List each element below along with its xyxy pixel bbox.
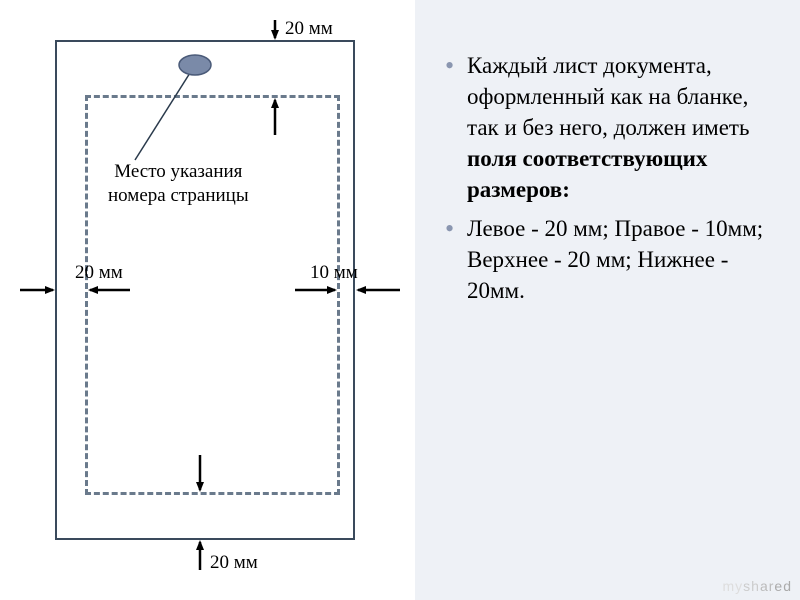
bullet1-plain: Каждый лист документа, оформленный как н…: [467, 53, 749, 140]
bullet-item-1: Каждый лист документа, оформленный как н…: [445, 50, 770, 205]
watermark: myshared: [723, 578, 793, 594]
page-number-label-line1: Место указания: [114, 161, 242, 182]
bullet1-bold: поля соответствующих размеров:: [467, 146, 707, 202]
pointer-line: [135, 65, 195, 160]
bullet-item-2: Левое - 20 мм; Правое - 10мм; Верхнее - …: [445, 213, 770, 306]
margins-diagram: 20 мм 20 мм 10 мм 20 мм Место указания н…: [0, 0, 415, 600]
page-number-label-line2: номера страницы: [108, 185, 249, 206]
margin-label-bottom: 20 мм: [210, 552, 258, 574]
margin-label-top: 20 мм: [285, 18, 333, 40]
text-panel: Каждый лист документа, оформленный как н…: [415, 0, 800, 600]
margin-label-left: 20 мм: [75, 262, 123, 284]
page-number-ellipse-icon: [179, 55, 211, 75]
page-number-label: Место указания номера страницы: [108, 160, 249, 208]
diagram-svg: [0, 0, 415, 600]
margin-label-right: 10 мм: [310, 262, 358, 284]
